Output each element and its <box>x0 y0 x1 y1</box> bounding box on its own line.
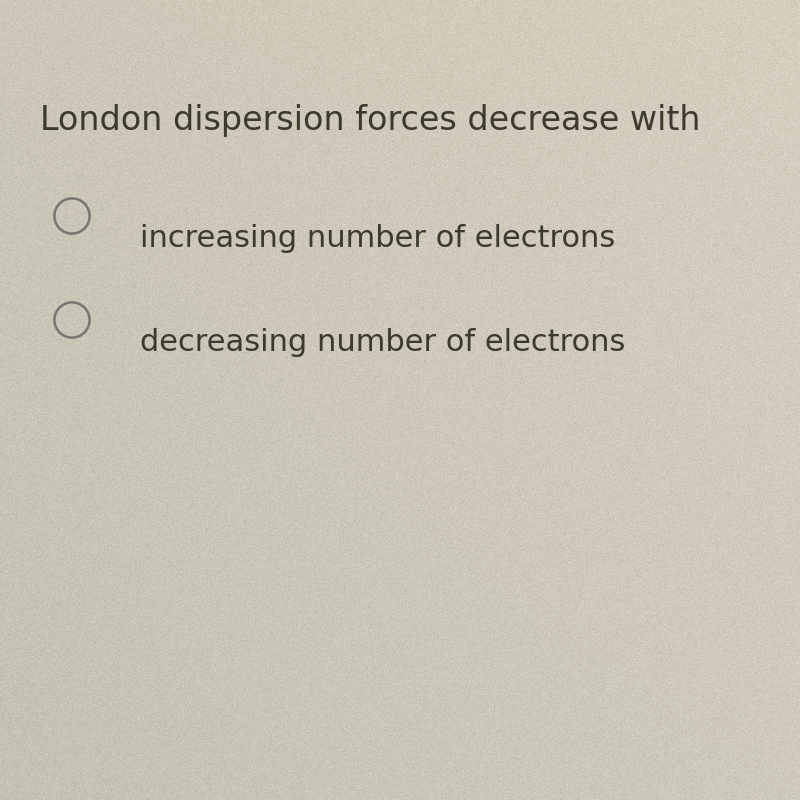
Text: increasing number of electrons: increasing number of electrons <box>140 224 615 253</box>
Text: London dispersion forces decrease with: London dispersion forces decrease with <box>40 104 701 137</box>
Text: decreasing number of electrons: decreasing number of electrons <box>140 328 626 357</box>
